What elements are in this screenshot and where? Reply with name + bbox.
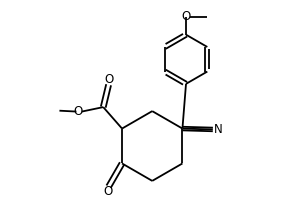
Text: O: O [181,10,190,23]
Text: N: N [214,123,223,136]
Text: O: O [103,185,113,198]
Text: O: O [104,73,114,86]
Text: O: O [74,105,82,118]
